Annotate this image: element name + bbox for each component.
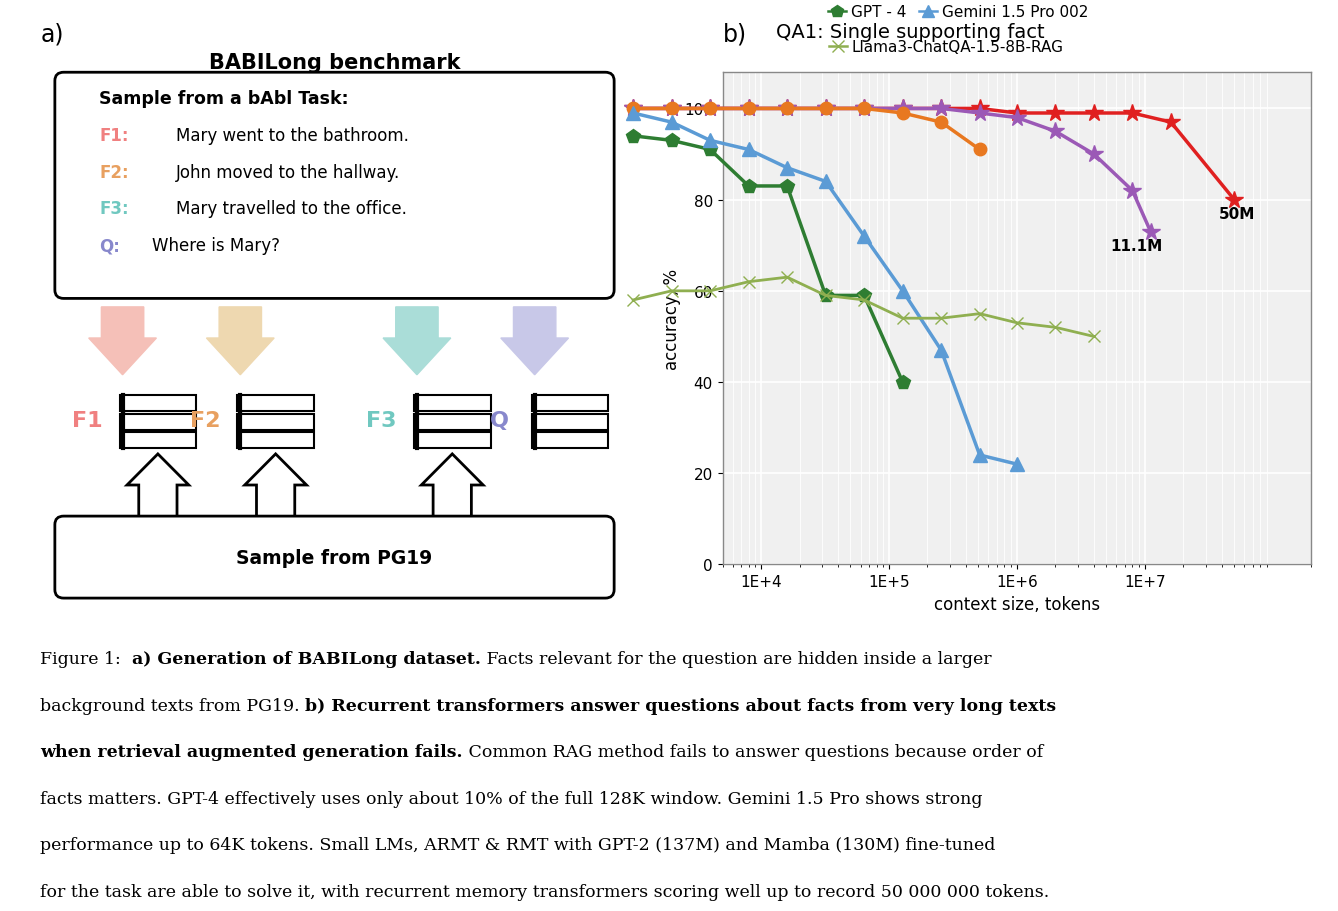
Text: b) Recurrent transformers answer questions about facts from very long texts: b) Recurrent transformers answer questio…: [305, 697, 1057, 714]
Bar: [237, 433, 314, 449]
Text: F2: F2: [190, 411, 221, 431]
Bar: [531, 433, 609, 449]
Text: F1:: F1:: [99, 127, 128, 145]
Bar: [119, 395, 197, 412]
X-axis label: context size, tokens: context size, tokens: [934, 595, 1100, 613]
Text: John moved to the hallway.: John moved to the hallway.: [175, 164, 400, 181]
Y-axis label: accuracy, %: accuracy, %: [664, 269, 681, 369]
Text: Q:: Q:: [99, 237, 120, 255]
Text: when retrieval augmented generation fails.: when retrieval augmented generation fail…: [40, 743, 463, 761]
Text: a): a): [40, 23, 64, 46]
Bar: [413, 433, 491, 449]
Text: Where is Mary?: Where is Mary?: [153, 237, 280, 255]
Bar: [119, 433, 197, 449]
Text: background texts from PG19.: background texts from PG19.: [40, 697, 305, 714]
FancyArrow shape: [88, 308, 157, 375]
Text: Figure 1:: Figure 1:: [40, 650, 132, 668]
Text: 50M: 50M: [1219, 207, 1255, 221]
Bar: [531, 415, 609, 430]
Text: Facts relevant for the question are hidden inside a larger: Facts relevant for the question are hidd…: [480, 650, 991, 668]
FancyBboxPatch shape: [55, 73, 614, 299]
Legend: Llama3-ChatQA-1.5-8B-RAG: Llama3-ChatQA-1.5-8B-RAG: [823, 34, 1070, 61]
Text: F3: F3: [367, 411, 397, 431]
Text: Mary travelled to the office.: Mary travelled to the office.: [175, 200, 407, 219]
Text: Common RAG method fails to answer questions because order of: Common RAG method fails to answer questi…: [463, 743, 1042, 761]
FancyArrow shape: [245, 455, 306, 519]
Text: Mary went to the bathroom.: Mary went to the bathroom.: [175, 127, 408, 145]
Text: Sample from PG19: Sample from PG19: [237, 548, 432, 567]
Text: Q: Q: [490, 411, 508, 431]
Text: a) Generation of BABILong dataset.: a) Generation of BABILong dataset.: [132, 650, 480, 668]
FancyArrow shape: [421, 455, 483, 519]
FancyArrow shape: [383, 308, 451, 375]
Text: facts matters. GPT-4 effectively uses only about 10% of the full 128K window. Ge: facts matters. GPT-4 effectively uses on…: [40, 790, 982, 807]
Bar: [531, 395, 609, 412]
Text: Sample from a bAbl Task:: Sample from a bAbl Task:: [99, 90, 349, 108]
Text: b): b): [723, 23, 747, 46]
FancyArrow shape: [127, 455, 189, 519]
Text: F3:: F3:: [99, 200, 128, 219]
Bar: [119, 415, 197, 430]
FancyArrow shape: [206, 308, 274, 375]
Bar: [413, 395, 491, 412]
FancyBboxPatch shape: [55, 517, 614, 599]
Text: F1: F1: [72, 411, 103, 431]
Text: 11.1M: 11.1M: [1111, 239, 1163, 253]
Bar: [237, 415, 314, 430]
Text: F2:: F2:: [99, 164, 128, 181]
Text: performance up to 64K tokens. Small LMs, ARMT & RMT with GPT-2 (137M) and Mamba : performance up to 64K tokens. Small LMs,…: [40, 836, 995, 854]
Text: for the task are able to solve it, with recurrent memory transformers scoring we: for the task are able to solve it, with …: [40, 883, 1049, 900]
Bar: [413, 415, 491, 430]
FancyArrow shape: [500, 308, 569, 375]
Text: QA1: Single supporting fact: QA1: Single supporting fact: [776, 23, 1044, 42]
Bar: [237, 395, 314, 412]
Text: BABILong benchmark: BABILong benchmark: [209, 54, 460, 74]
